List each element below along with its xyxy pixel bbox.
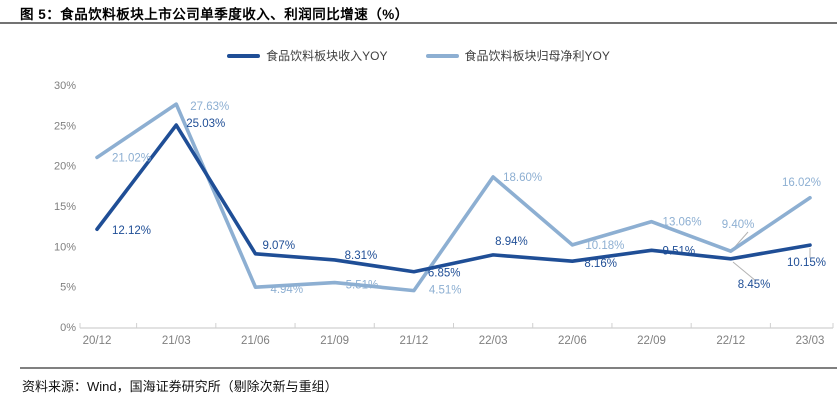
y-axis-tick-label: 20% xyxy=(54,161,76,173)
line-chart: 0% 5% 10% 15% 20% 25% 30% 20/12 21/03 21/06 21/09 2… xyxy=(54,80,834,347)
netprofit-data-label: 10.18% xyxy=(585,240,624,252)
netprofit-yoy-line xyxy=(95,102,812,293)
x-axis-tick-label: 22/06 xyxy=(558,335,587,347)
revenue-data-label: 25.03% xyxy=(186,118,225,130)
revenue-data-label: 8.94% xyxy=(495,236,528,248)
x-axis-tick-label: 21/09 xyxy=(320,335,349,347)
netprofit-data-label: 4.94% xyxy=(270,284,303,296)
x-axis-tick-label: 21/06 xyxy=(241,335,270,347)
x-axis-tick-label: 23/03 xyxy=(796,335,825,347)
netprofit-data-label: 27.63% xyxy=(190,101,229,113)
x-axis-tick-label: 20/12 xyxy=(83,335,112,347)
label-leader-line xyxy=(732,261,757,282)
revenue-data-label: 8.31% xyxy=(345,250,378,262)
source-note: 资料来源：Wind，国海证券研究所（剔除次新与重组） xyxy=(22,379,338,394)
netprofit-data-label: 16.02% xyxy=(782,177,821,189)
revenue-data-label: 8.45% xyxy=(738,279,771,291)
revenue-data-label: 6.85% xyxy=(428,268,461,280)
legend-swatch-netprofit-line xyxy=(425,53,459,58)
x-axis-tick-label: 22/03 xyxy=(479,335,508,347)
figure-title: 图 5：食品饮料板块上市公司单季度收入、利润同比增速（%） xyxy=(20,7,409,22)
y-axis-tick-label: 15% xyxy=(54,201,76,213)
chart-legend: 食品饮料板块收入YOY 食品饮料板块归母净利YOY xyxy=(0,47,837,64)
netprofit-data-label: 13.06% xyxy=(663,217,702,229)
x-axis-tick-label: 21/03 xyxy=(162,335,191,347)
x-axis-tick-label: 22/09 xyxy=(637,335,666,347)
revenue-data-label: 9.51% xyxy=(663,245,696,257)
legend-label-revenue: 食品饮料板块收入YOY xyxy=(266,49,388,63)
revenue-data-label: 10.15% xyxy=(787,257,826,269)
y-axis-tick-label: 30% xyxy=(54,80,76,92)
netprofit-data-label: 18.60% xyxy=(503,172,542,184)
x-axis-tick-label: 22/12 xyxy=(716,335,745,347)
legend-label-netprofit: 食品饮料板块归母净利YOY xyxy=(464,49,610,63)
revenue-data-label: 8.16% xyxy=(584,258,617,270)
legend-swatch-revenue-line xyxy=(227,53,261,58)
netprofit-data-label: 4.51% xyxy=(429,285,462,297)
netprofit-data-label: 21.02% xyxy=(112,152,151,164)
y-axis-tick-label: 10% xyxy=(54,241,76,253)
legend-item-revenue: 食品饮料板块收入YOY xyxy=(227,47,388,64)
title-divider xyxy=(0,22,837,24)
revenue-data-label: 9.07% xyxy=(262,240,295,252)
footer-divider xyxy=(20,367,837,369)
revenue-data-label: 12.12% xyxy=(112,225,151,237)
revenue-yoy-line xyxy=(95,123,812,274)
y-axis-tick-label: 5% xyxy=(60,282,76,294)
netprofit-data-label: 9.40% xyxy=(722,219,755,231)
netprofit-data-label: 5.51% xyxy=(346,280,379,292)
y-axis-tick-label: 25% xyxy=(54,120,76,132)
x-axis-tick-label: 21/12 xyxy=(399,335,428,347)
legend-item-netprofit: 食品饮料板块归母净利YOY xyxy=(425,47,610,64)
y-axis-tick-label: 0% xyxy=(60,322,76,334)
